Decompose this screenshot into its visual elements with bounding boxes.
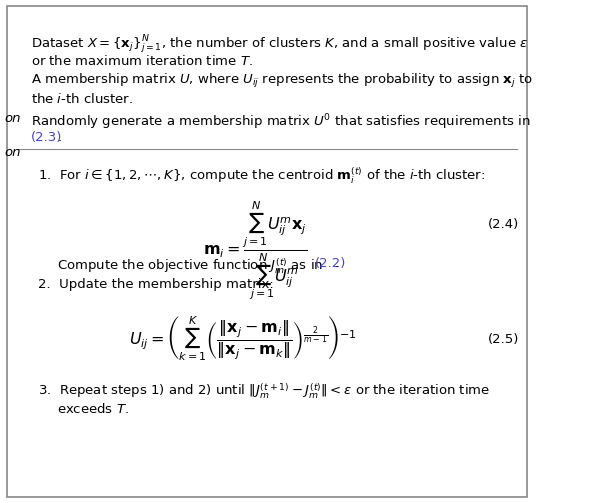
Text: .: . bbox=[57, 131, 61, 144]
Text: on: on bbox=[5, 113, 21, 125]
Text: (2.5): (2.5) bbox=[487, 332, 518, 346]
Text: on: on bbox=[5, 146, 21, 159]
Text: exceeds $T$.: exceeds $T$. bbox=[57, 401, 129, 415]
Text: (2.4): (2.4) bbox=[487, 218, 518, 231]
Text: (2.2): (2.2) bbox=[315, 257, 346, 270]
Text: 1.  For $i \in \{1, 2, \cdots, K\}$, compute the centroid $\mathbf{m}_i^{(t)}$ o: 1. For $i \in \{1, 2, \cdots, K\}$, comp… bbox=[38, 165, 485, 186]
Text: 3.  Repeat steps 1) and 2) until $\|J_m^{(t+1)} - J_m^{(t)}\| < \epsilon$ or the: 3. Repeat steps 1) and 2) until $\|J_m^{… bbox=[38, 382, 490, 401]
Text: (2.3): (2.3) bbox=[30, 131, 62, 144]
Text: $\mathbf{m}_i = \dfrac{\sum_{j=1}^{N} U_{ij}^{m} \mathbf{x}_j}{\sum_{j=1}^{N} U_: $\mathbf{m}_i = \dfrac{\sum_{j=1}^{N} U_… bbox=[203, 199, 307, 301]
Text: Compute the objective function $J_m^{(t)}$ as in: Compute the objective function $J_m^{(t)… bbox=[57, 257, 324, 276]
Text: Dataset $X = \{\mathbf{x}_j\}_{j=1}^{N}$, the number of clusters $K$, and a smal: Dataset $X = \{\mathbf{x}_j\}_{j=1}^{N}$… bbox=[30, 34, 527, 56]
Text: Randomly generate a membership matrix $U^0$ that satisfies requirements in: Randomly generate a membership matrix $U… bbox=[30, 113, 530, 132]
Text: 2.  Update the membership matrix:: 2. Update the membership matrix: bbox=[38, 278, 273, 291]
Text: $U_{ij} = \left(\sum_{k=1}^{K} \left(\dfrac{\|\mathbf{x}_j - \mathbf{m}_i\|}{\|\: $U_{ij} = \left(\sum_{k=1}^{K} \left(\df… bbox=[129, 314, 356, 363]
Text: A membership matrix $U$, where $U_{ij}$ represents the probability to assign $\m: A membership matrix $U$, where $U_{ij}$ … bbox=[30, 72, 533, 91]
Text: the $i$-th cluster.: the $i$-th cluster. bbox=[30, 93, 133, 107]
Text: or the maximum iteration time $T$.: or the maximum iteration time $T$. bbox=[30, 54, 252, 68]
FancyBboxPatch shape bbox=[7, 7, 527, 496]
Text: .: . bbox=[335, 257, 339, 270]
